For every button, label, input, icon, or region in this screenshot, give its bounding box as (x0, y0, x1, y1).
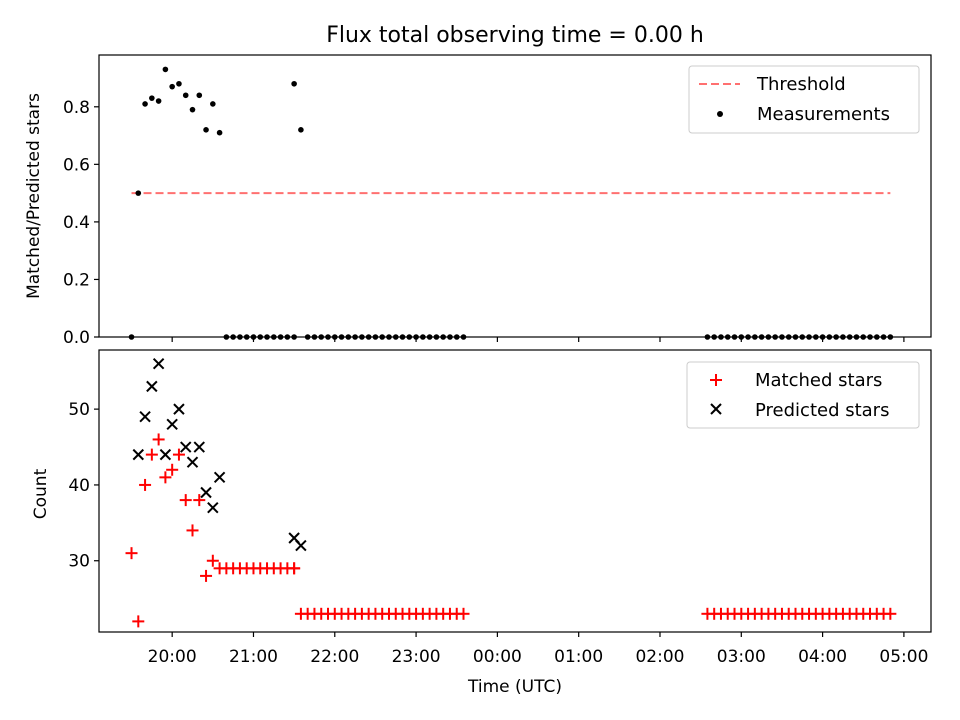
y-tick-label: 30 (68, 552, 90, 572)
measurement-point (135, 190, 142, 196)
predicted-star-point (132, 448, 145, 461)
x-tick-label: 03:00 (717, 647, 766, 667)
matched-star-point (125, 547, 138, 560)
x-tick-label: 22:00 (310, 647, 359, 667)
matched-star-point (884, 607, 897, 620)
matched-stars-legend-marker (710, 374, 722, 386)
measurement-point (176, 80, 182, 87)
predicted-star-point (213, 471, 226, 484)
count-x-axis-label: Time (UTC) (467, 677, 562, 697)
predicted-star-point (146, 380, 158, 393)
x-tick-label: 05:00 (879, 647, 928, 667)
predicted-stars-legend-label: Predicted stars (755, 400, 889, 421)
y-tick-label: 0.0 (63, 328, 90, 348)
ratio-legend: Threshold Measurements (688, 65, 920, 134)
matched-star-point (200, 569, 213, 582)
x-tick-label: 01:00 (554, 647, 603, 667)
matched-star-point (206, 554, 219, 567)
chart-title: Flux total observing time = 0.00 h (326, 23, 704, 48)
measurement-point (298, 127, 304, 133)
count-axes-frame (98, 349, 932, 633)
measurement-point (155, 98, 162, 104)
predicted-star-point (173, 403, 185, 415)
count-y-axis-label: Count (31, 468, 51, 519)
measurements-legend-label: Measurements (757, 104, 890, 125)
measurement-point (169, 83, 175, 90)
matched-star-point (159, 471, 172, 484)
count-y-ticks: 30 40 50 (68, 400, 99, 572)
measurement-point (149, 95, 155, 101)
matched-star-point (457, 607, 470, 620)
x-tick-label: 21:00 (229, 647, 278, 667)
predicted-star-point (295, 539, 307, 552)
x-tick-label: 02:00 (635, 647, 684, 667)
measurement-point (203, 127, 209, 133)
predicted-star-point (152, 357, 165, 370)
matched-star-point (186, 524, 199, 537)
count-panel: 30 40 50 20:00 21:00 22:00 23:00 00:00 01:00 02:… (31, 349, 932, 697)
measurement-point (189, 106, 196, 113)
matched-star-point (193, 494, 206, 507)
predicted-star-point (159, 448, 172, 461)
measurement-point (142, 101, 148, 107)
measurement-point (162, 66, 169, 73)
count-x-ticks: 20:00 21:00 22:00 23:00 00:00 01:00 02:00 03:00… (148, 632, 928, 667)
ratio-y-axis-label: Matched/Predicted stars (24, 93, 44, 299)
matched-star-point (166, 463, 179, 476)
x-tick-label: 04:00 (798, 647, 847, 667)
y-tick-label: 40 (68, 476, 90, 496)
predicted-star-point (139, 411, 151, 423)
threshold-legend-label: Threshold (756, 74, 846, 95)
count-plot-area (125, 357, 897, 628)
predicted-star-point (166, 418, 178, 430)
count-legend-box (686, 361, 920, 429)
matched-star-point (145, 448, 158, 461)
y-tick-label: 0.6 (63, 155, 90, 175)
x-tick-label: 20:00 (148, 647, 197, 667)
y-tick-label: 0.4 (63, 213, 90, 233)
y-tick-label: 50 (68, 400, 90, 420)
predicted-star-point (200, 486, 212, 499)
matched-stars-legend-label: Matched stars (755, 370, 882, 391)
measurement-point (291, 80, 297, 87)
matched-star-point (152, 433, 165, 446)
count-legend: Matched stars Predicted stars (686, 361, 920, 429)
predicted-star-point (180, 441, 192, 453)
x-tick-label: 23:00 (392, 647, 441, 667)
predicted-star-point (186, 456, 199, 468)
predicted-star-point (207, 501, 219, 514)
predicted-star-point (193, 441, 205, 453)
ratio-panel: 0.00.20.40.60.8 Matched/Predicted stars … (24, 54, 932, 348)
y-tick-label: 0.2 (63, 270, 90, 290)
measurement-point (216, 129, 223, 136)
matched-star-point (179, 494, 192, 507)
ratio-axes-frame (98, 54, 932, 338)
measurement-point (196, 92, 203, 99)
matched-star-point (139, 478, 152, 491)
y-tick-label: 0.8 (63, 98, 90, 118)
measurement-point (182, 92, 189, 99)
ratio-legend-box (688, 65, 920, 134)
x-tick-label: 00:00 (473, 647, 522, 667)
measurements-legend-marker (717, 111, 723, 117)
matched-star-point (172, 448, 185, 461)
predicted-stars-legend-marker (710, 403, 722, 415)
matched-star-point (288, 562, 301, 575)
matched-star-point (132, 615, 145, 628)
measurement-point (210, 101, 216, 107)
ratio-y-ticks: 0.0 0.2 0.4 0.6 0.8 (63, 98, 905, 348)
